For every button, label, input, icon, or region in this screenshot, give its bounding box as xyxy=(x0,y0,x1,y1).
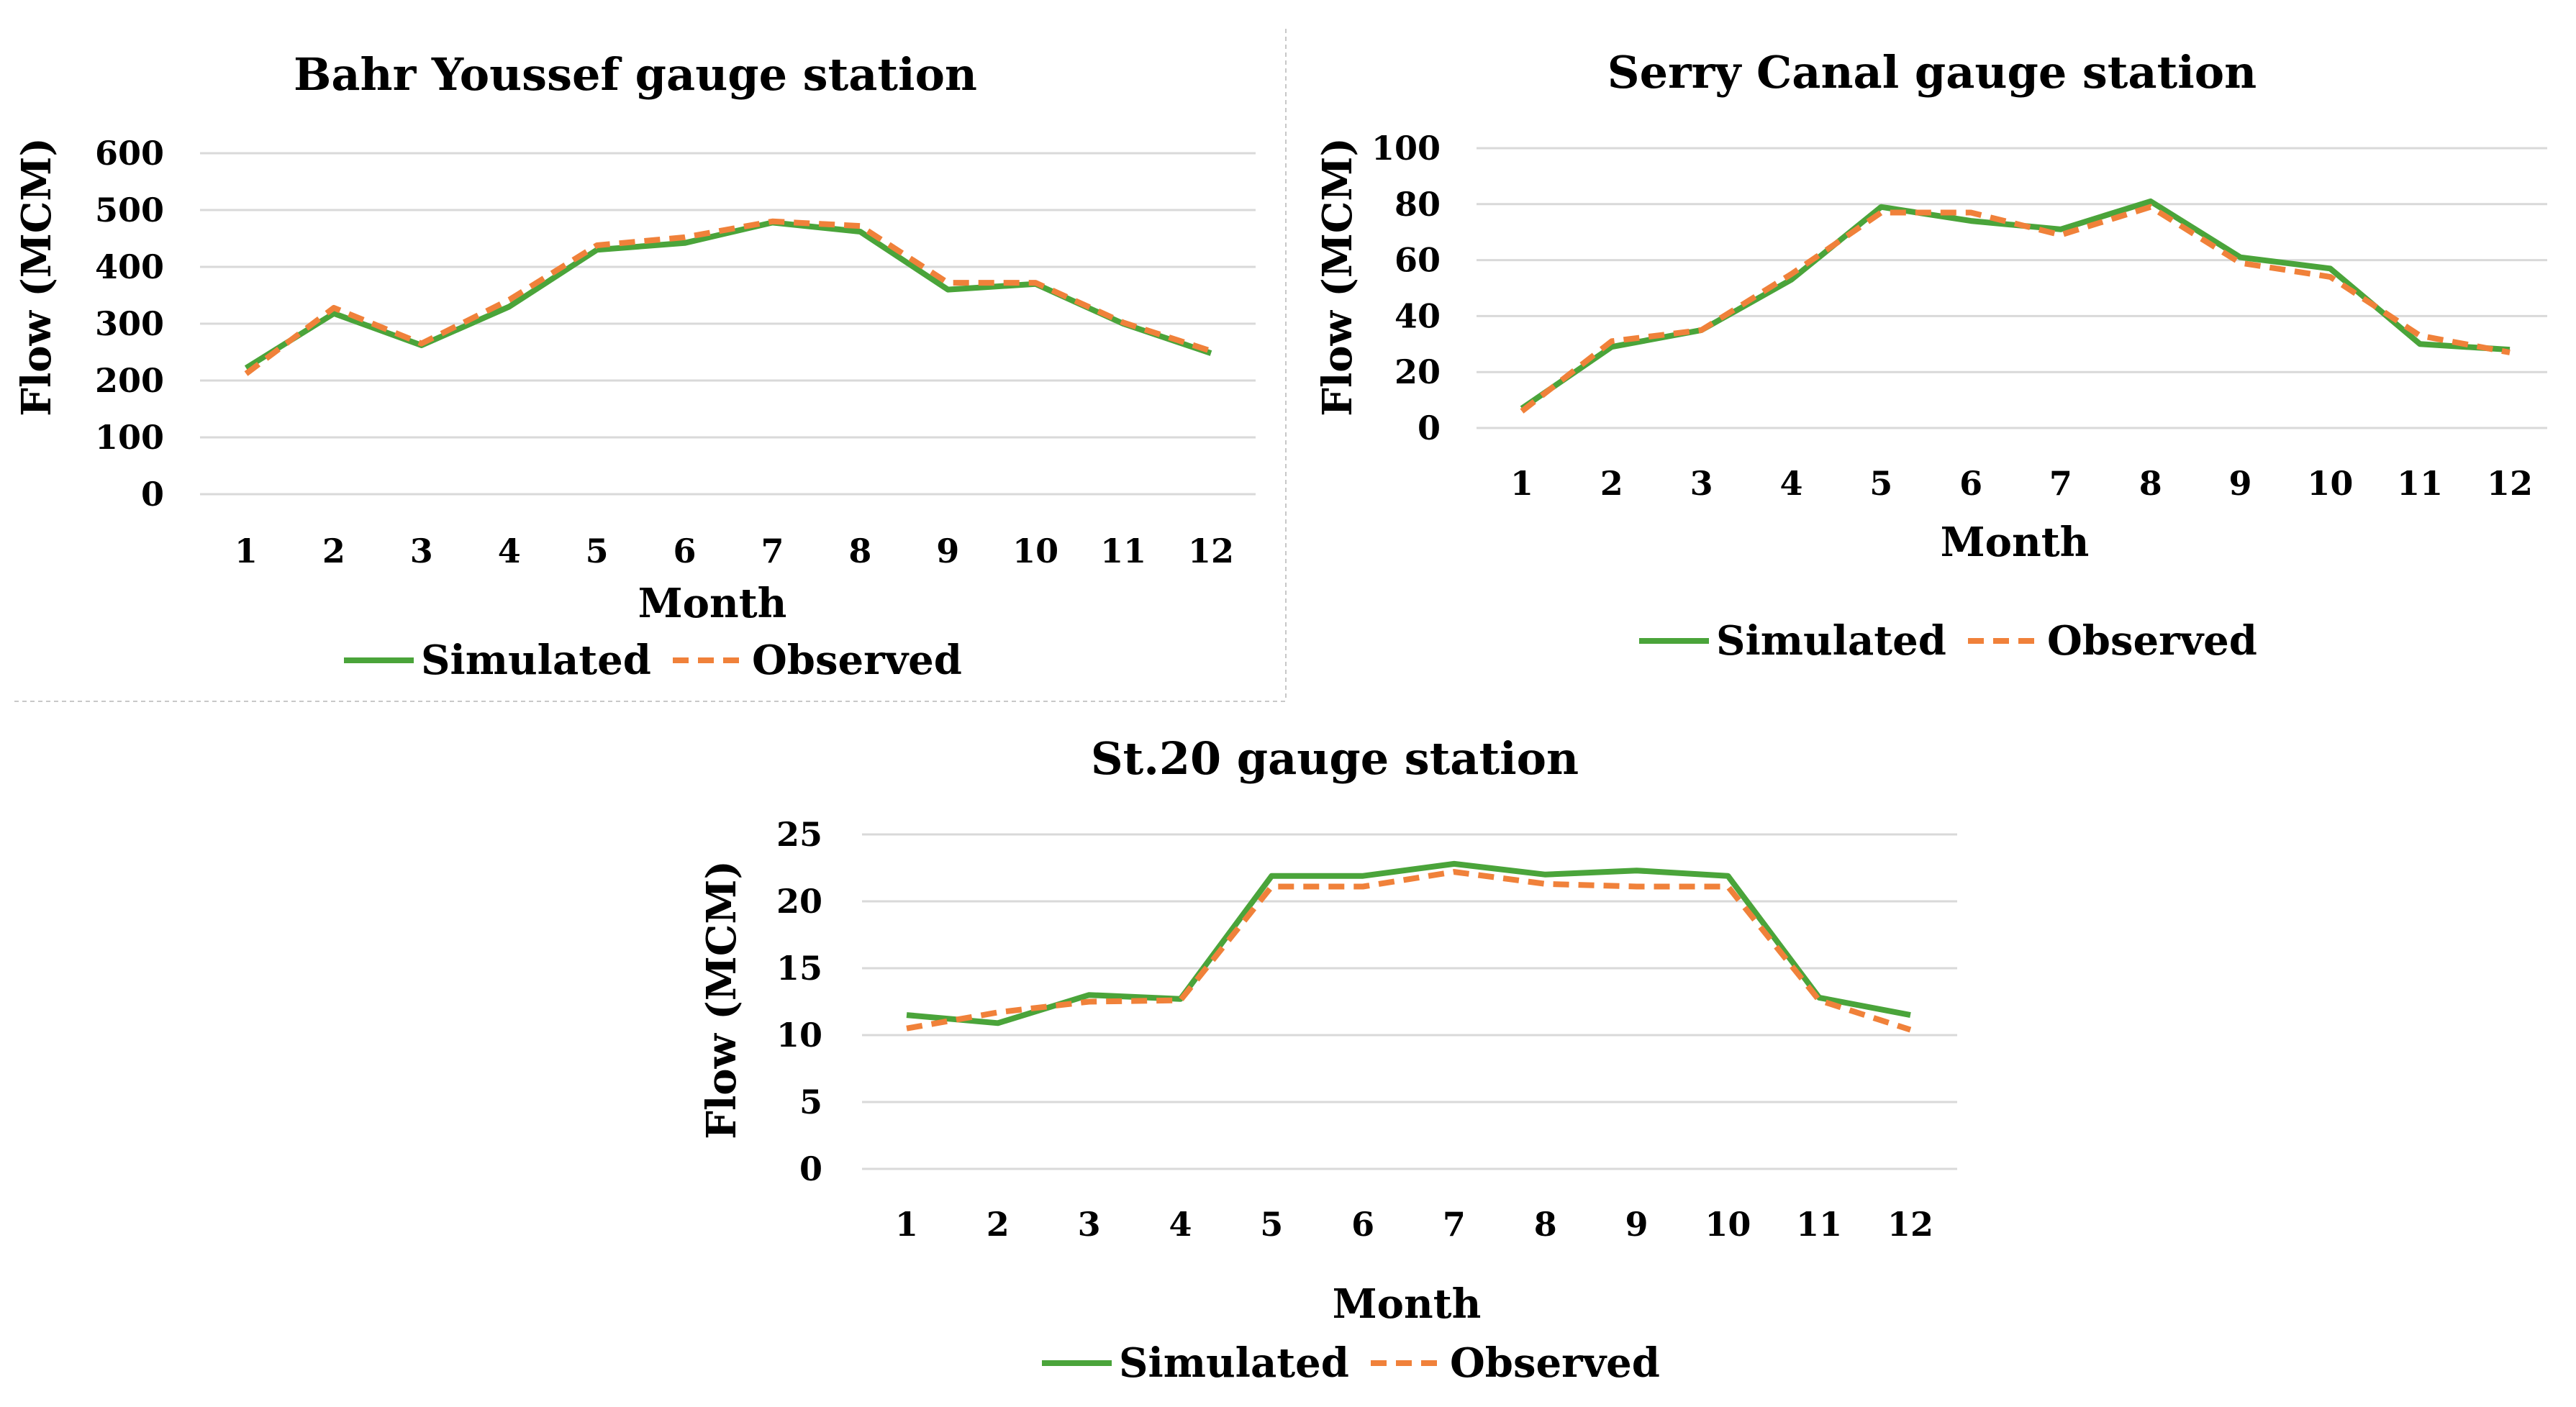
x-axis-label: Month xyxy=(638,580,787,627)
x-axis-label: Month xyxy=(1333,1280,1482,1328)
legend-observed-label: Observed xyxy=(2047,617,2257,665)
x-tick-label: 8 xyxy=(2139,464,2162,503)
y-axis-label: Flow (MCM) xyxy=(1314,137,1361,416)
y-tick-label: 0 xyxy=(141,475,164,514)
observed-series-line xyxy=(1520,204,2511,414)
x-tick-label: 1 xyxy=(895,1205,918,1244)
y-tick-label: 200 xyxy=(95,361,164,400)
y-tick-label: 0 xyxy=(1418,409,1441,447)
x-tick-label: 4 xyxy=(1779,464,1802,503)
x-tick-label: 4 xyxy=(498,532,521,570)
x-tick-label: 3 xyxy=(1078,1205,1101,1244)
observed-series-line xyxy=(906,869,1912,1033)
y-tick-label: 20 xyxy=(776,882,822,921)
x-tick-label: 2 xyxy=(987,1205,1010,1244)
y-tick-label: 400 xyxy=(95,247,164,286)
chart-bahr-youssef: Bahr Youssef gauge station 0 100 200 300 400 5… xyxy=(13,48,1256,684)
legend-observed-label: Observed xyxy=(752,637,962,684)
x-tick-label: 10 xyxy=(1012,532,1058,570)
chart-title: St.20 gauge station xyxy=(1091,732,1579,785)
x-tick-label: 6 xyxy=(1351,1205,1374,1244)
y-tick-label: 15 xyxy=(776,949,822,988)
y-tick-label: 20 xyxy=(1394,352,1441,391)
x-tick-label: 9 xyxy=(1625,1205,1648,1244)
simulated-series-line xyxy=(906,860,1911,1026)
x-tick-label: 12 xyxy=(2487,464,2533,503)
y-tick-label: 100 xyxy=(1371,129,1441,168)
observed-series-line xyxy=(244,218,1212,376)
y-tick-label: 80 xyxy=(1394,185,1441,224)
x-tick-label: 5 xyxy=(586,532,609,570)
y-axis-label: Flow (MCM) xyxy=(698,860,745,1139)
legend-simulated-label: Simulated xyxy=(421,637,651,684)
x-tick-label: 12 xyxy=(1887,1205,1933,1244)
x-tick-label: 7 xyxy=(2049,464,2072,503)
y-tick-label: 40 xyxy=(1394,296,1441,335)
y-tick-label: 0 xyxy=(799,1149,822,1188)
y-tick-label: 5 xyxy=(799,1083,822,1121)
chart-title: Serry Canal gauge station xyxy=(1607,46,2257,99)
y-tick-label: 600 xyxy=(95,134,164,173)
x-tick-label: 8 xyxy=(848,532,871,570)
y-tick-label: 500 xyxy=(95,191,164,229)
x-tick-label: 3 xyxy=(410,532,433,570)
x-tick-label: 3 xyxy=(1690,464,1713,503)
x-tick-label: 5 xyxy=(1869,464,1892,503)
chart-title: Bahr Youssef gauge station xyxy=(294,48,977,101)
x-tick-label: 10 xyxy=(2307,464,2353,503)
x-tick-label: 6 xyxy=(1959,464,1982,503)
x-tick-label: 11 xyxy=(1796,1205,1842,1244)
x-axis-label: Month xyxy=(1941,519,2090,566)
x-tick-label: 1 xyxy=(235,532,258,570)
x-tick-label: 7 xyxy=(761,532,784,570)
y-axis-label: Flow (MCM) xyxy=(13,137,60,416)
y-tick-label: 60 xyxy=(1394,241,1441,280)
x-tick-label: 2 xyxy=(1600,464,1623,503)
panel-divider xyxy=(14,29,1287,702)
x-tick-label: 9 xyxy=(936,532,959,570)
x-tick-label: 6 xyxy=(674,532,697,570)
x-tick-label: 4 xyxy=(1169,1205,1192,1244)
simulated-series-line xyxy=(1520,198,2511,411)
x-tick-label: 12 xyxy=(1188,532,1234,570)
x-tick-label: 11 xyxy=(1100,532,1146,570)
legend-simulated-label: Simulated xyxy=(1119,1339,1349,1387)
x-tick-label: 8 xyxy=(1534,1205,1557,1244)
y-tick-label: 300 xyxy=(95,304,164,343)
y-tick-label: 100 xyxy=(95,418,164,457)
x-tick-label: 10 xyxy=(1705,1205,1751,1244)
x-tick-label: 11 xyxy=(2397,464,2443,503)
x-tick-label: 2 xyxy=(322,532,345,570)
y-tick-label: 10 xyxy=(776,1016,822,1055)
x-tick-label: 7 xyxy=(1443,1205,1466,1244)
legend-observed-label: Observed xyxy=(1450,1339,1660,1387)
x-tick-label: 9 xyxy=(2229,464,2252,503)
legend-simulated-label: Simulated xyxy=(1716,617,1946,665)
x-tick-label: 5 xyxy=(1260,1205,1283,1244)
y-tick-label: 25 xyxy=(776,815,822,854)
x-tick-label: 1 xyxy=(1510,464,1533,503)
